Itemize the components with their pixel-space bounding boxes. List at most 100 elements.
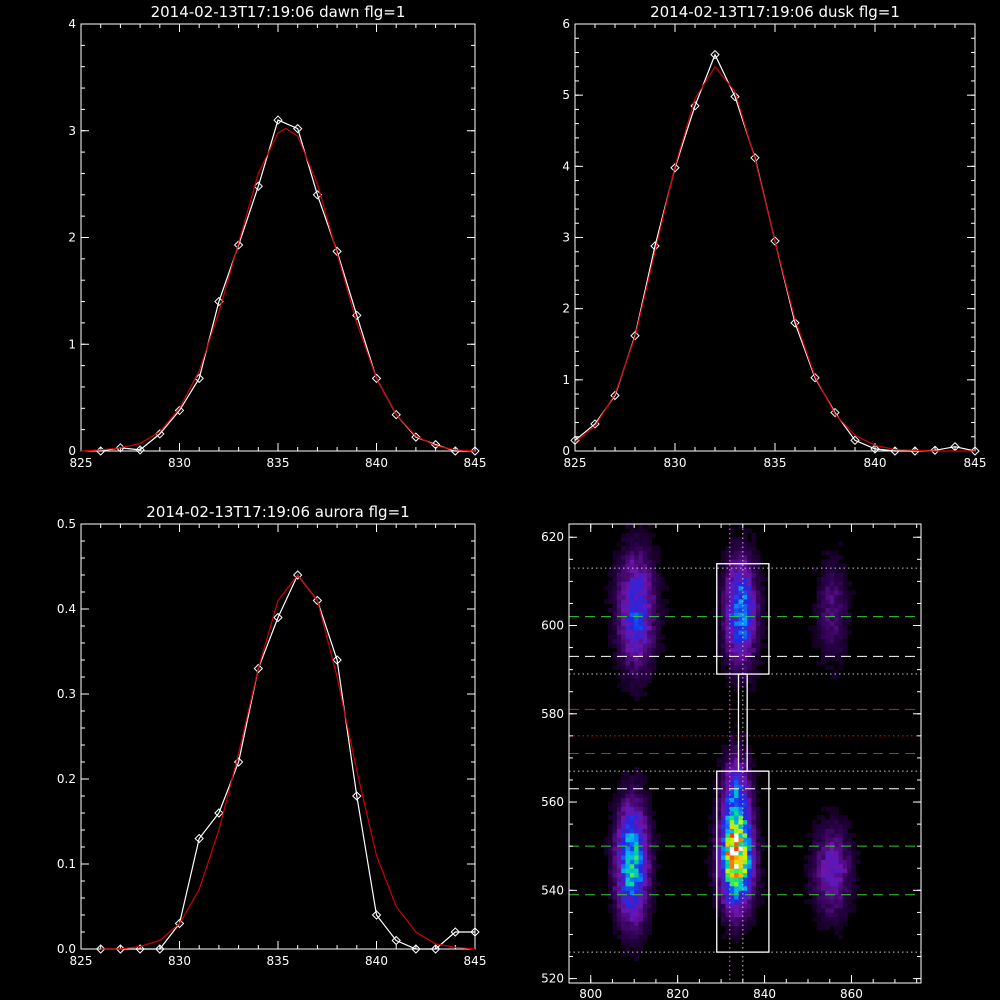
heatmap-pixel (616, 603, 622, 609)
heatmap-pixel (851, 872, 857, 878)
heatmap-pixel (829, 647, 835, 653)
heatmap-pixel (816, 824, 822, 829)
heatmap-pixel (812, 885, 818, 891)
heatmap-pixel (834, 881, 839, 887)
heatmap-pixel (721, 581, 726, 587)
heatmap-pixel (829, 832, 835, 838)
heatmap-pixel (734, 757, 739, 763)
heatmap-pixel (616, 559, 622, 565)
heatmap-pixel (738, 541, 744, 547)
heatmap-pixel (725, 621, 731, 626)
heatmap-pixel (751, 797, 757, 803)
heatmap-pixel (751, 607, 757, 613)
heatmap-pixel (708, 824, 713, 829)
heatmap-pixel (616, 859, 622, 865)
heatmap-pixel (621, 546, 626, 551)
heatmap-pixel (642, 810, 648, 816)
heatmap-pixel (838, 912, 844, 918)
heatmap-pixel (738, 779, 744, 785)
heatmap-pixel (621, 590, 626, 596)
heatmap-pixel (734, 797, 739, 803)
heatmap-pixel (825, 629, 831, 635)
heatmap-pixel (608, 863, 613, 869)
heatmap-pixel (638, 634, 644, 640)
heatmap-pixel (629, 643, 635, 648)
heatmap-pixel (638, 855, 644, 860)
heatmap-pixel (834, 643, 839, 648)
plot-frame (568, 523, 922, 984)
heatmap-pixel (742, 899, 748, 904)
heatmap-pixel (734, 903, 739, 909)
heatmap-pixel (612, 903, 618, 909)
heatmap-pixel (712, 607, 718, 613)
heatmap-pixel (638, 815, 644, 821)
heatmap-pixel (825, 559, 831, 565)
heatmap-pixel (751, 762, 757, 768)
heatmap-pixel (612, 894, 618, 900)
heatmap-pixel (855, 894, 861, 900)
heatmap-pixel (825, 643, 831, 648)
heatmap-pixel (738, 678, 744, 684)
heatmap-pixel (655, 638, 661, 644)
heatmap-pixel (721, 846, 726, 851)
heatmap-pixel (755, 855, 761, 860)
heatmap-pixel (729, 934, 735, 940)
heatmap-pixel (647, 788, 652, 794)
heatmap-pixel (612, 819, 618, 825)
heatmap-pixel (738, 846, 744, 851)
heatmap-pixel (647, 656, 652, 662)
heatmap-pixel (638, 784, 644, 790)
heatmap-pixel (625, 779, 631, 785)
heatmap-pixel (755, 837, 761, 843)
heatmap-pixel (634, 621, 639, 626)
heatmap-pixel (625, 881, 631, 887)
heatmap-pixel (638, 621, 644, 626)
heatmap-pixel (716, 757, 722, 763)
heatmap-pixel (812, 903, 818, 909)
heatmap-pixel (742, 802, 748, 807)
heatmap-pixel (612, 665, 618, 671)
heatmap-pixel (621, 855, 626, 860)
heatmap-pixel (855, 850, 861, 856)
heatmap-pixel (625, 651, 631, 657)
heatmap-pixel (629, 877, 635, 882)
heatmap-pixel (638, 903, 644, 909)
heatmap-pixel (634, 938, 639, 944)
heatmap-pixel (847, 616, 852, 622)
heatmap-pixel (625, 868, 631, 874)
heatmap-pixel (625, 532, 631, 538)
heatmap-pixel (725, 832, 731, 838)
heatmap-pixel (634, 528, 639, 534)
heatmap-pixel (634, 943, 639, 949)
heatmap-pixel (642, 647, 648, 653)
y-tick-label: 0.1 (57, 857, 76, 871)
heatmap-pixel (734, 603, 739, 609)
heatmap-pixel (838, 660, 844, 666)
heatmap-pixel (816, 859, 822, 865)
heatmap-pixel (638, 651, 644, 657)
heatmap-pixel (734, 885, 739, 891)
heatmap-pixel (642, 546, 648, 551)
heatmap-pixel (751, 638, 757, 644)
heatmap-pixel (821, 634, 826, 640)
heatmap-pixel (647, 612, 652, 618)
heatmap-pixel (629, 934, 635, 940)
plot-frame (80, 23, 476, 452)
heatmap-pixel (729, 766, 735, 772)
heatmap-pixel (747, 819, 752, 825)
heatmap-pixel (742, 872, 748, 878)
heatmap-pixel (621, 607, 626, 613)
heatmap-pixel (721, 810, 726, 816)
heatmap-pixel (729, 669, 735, 675)
heatmap-pixel (825, 903, 831, 909)
heatmap-pixel (629, 903, 635, 909)
heatmap-pixel (616, 643, 622, 648)
y-tick-label: 580 (541, 707, 564, 721)
heatmap-pixel (816, 868, 822, 874)
heatmap-pixel (812, 603, 818, 609)
heatmap-pixel (842, 877, 848, 882)
heatmap-pixel (634, 832, 639, 838)
heatmap-pixel (829, 837, 835, 843)
heatmap-pixel (751, 775, 757, 781)
heatmap-pixel (647, 872, 652, 878)
